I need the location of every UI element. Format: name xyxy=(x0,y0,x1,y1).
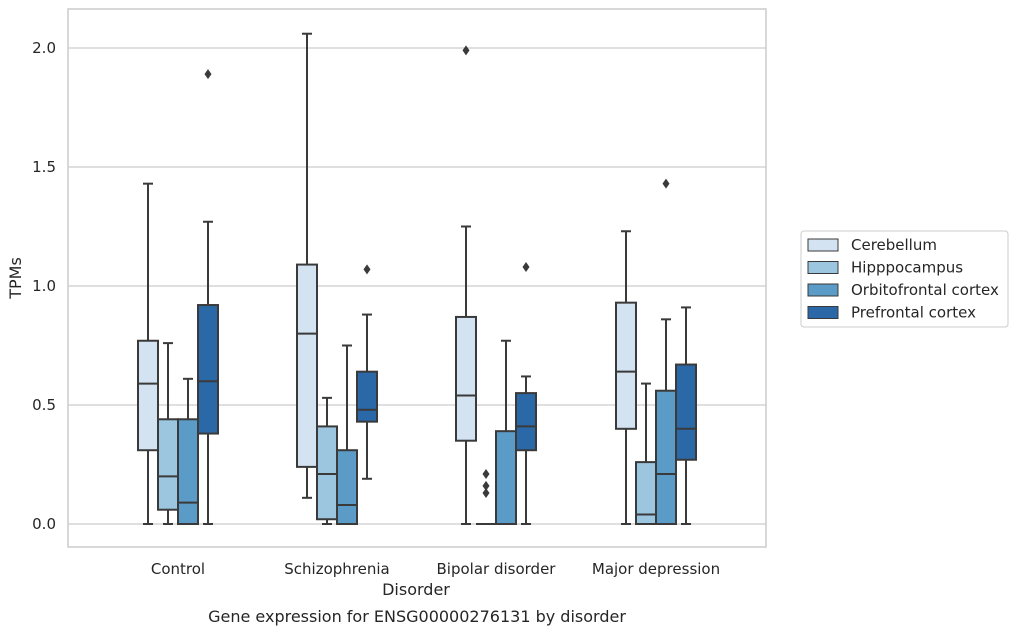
legend: Cerebellum Hipppocampus Orbitofrontal cort… xyxy=(800,230,1009,328)
box-hipppocampus xyxy=(316,396,338,525)
box-marks xyxy=(137,32,697,525)
box-cerebellum xyxy=(296,32,318,499)
box-prefrontal-cortex xyxy=(356,264,378,480)
box-orbitofrontal-cortex xyxy=(177,377,199,525)
legend-swatch xyxy=(807,238,839,252)
box-body xyxy=(137,339,159,452)
legend-swatch xyxy=(807,261,839,274)
box-body xyxy=(157,418,179,511)
box-body xyxy=(316,425,338,521)
legend-swatch xyxy=(807,306,839,319)
box-body xyxy=(515,392,537,452)
x-tick-label: Major depression xyxy=(592,560,720,578)
plot-frame xyxy=(67,8,767,548)
box-cerebellum xyxy=(615,230,637,525)
outlier-point xyxy=(482,480,490,491)
y-axis-label: TPMs xyxy=(6,257,25,300)
outlier-point xyxy=(462,45,470,56)
box-body xyxy=(495,430,517,525)
chart-caption: Gene expression for ENSG00000276131 by d… xyxy=(208,607,626,626)
box-hipppocampus xyxy=(476,469,496,525)
x-tick-labels: Control Schizophrenia Bipolar disorder Majo… xyxy=(151,560,720,578)
box-prefrontal-cortex xyxy=(515,261,537,525)
box-cerebellum xyxy=(455,45,477,525)
x-tick-label: Control xyxy=(151,560,205,578)
outlier-point xyxy=(482,469,490,480)
outlier-point xyxy=(662,178,670,189)
legend-label: Hipppocampus xyxy=(851,259,963,277)
legend-frame xyxy=(800,230,1009,328)
y-tick-label: 0.5 xyxy=(32,396,56,414)
box-orbitofrontal-cortex xyxy=(495,339,517,525)
box-hipppocampus xyxy=(635,382,657,525)
outlier-point xyxy=(522,261,530,272)
box-body xyxy=(336,449,358,525)
box-prefrontal-cortex xyxy=(197,69,219,525)
box-body xyxy=(455,315,477,442)
box-body xyxy=(296,263,318,468)
box-body xyxy=(177,418,199,525)
y-tick-labels: 0.0 0.5 1.0 1.5 2.0 xyxy=(32,39,56,533)
outlier-point xyxy=(482,488,490,499)
y-tick-label: 1.0 xyxy=(32,277,56,295)
y-tick-label: 0.0 xyxy=(32,515,56,533)
outlier-point xyxy=(363,264,371,275)
box-body xyxy=(356,370,378,423)
box-hipppocampus xyxy=(157,342,179,525)
x-tick-label: Bipolar disorder xyxy=(437,560,557,578)
outlier-point xyxy=(204,69,212,80)
legend-label: Cerebellum xyxy=(851,236,937,254)
box-body xyxy=(197,304,219,435)
box-orbitofrontal-cortex xyxy=(336,344,358,525)
box-body xyxy=(615,301,637,430)
box-orbitofrontal-cortex xyxy=(655,178,677,525)
x-axis-label: Disorder xyxy=(382,580,450,599)
box-body xyxy=(675,363,697,461)
legend-label: Orbitofrontal cortex xyxy=(851,281,999,299)
box-prefrontal-cortex xyxy=(675,306,697,525)
y-tick-label: 1.5 xyxy=(32,158,56,176)
y-tick-label: 2.0 xyxy=(32,39,56,57)
legend-label: Prefrontal cortex xyxy=(851,304,976,322)
x-tick-label: Schizophrenia xyxy=(284,560,389,578)
box-body xyxy=(655,389,677,525)
box-cerebellum xyxy=(137,182,159,525)
legend-swatch xyxy=(807,283,839,297)
